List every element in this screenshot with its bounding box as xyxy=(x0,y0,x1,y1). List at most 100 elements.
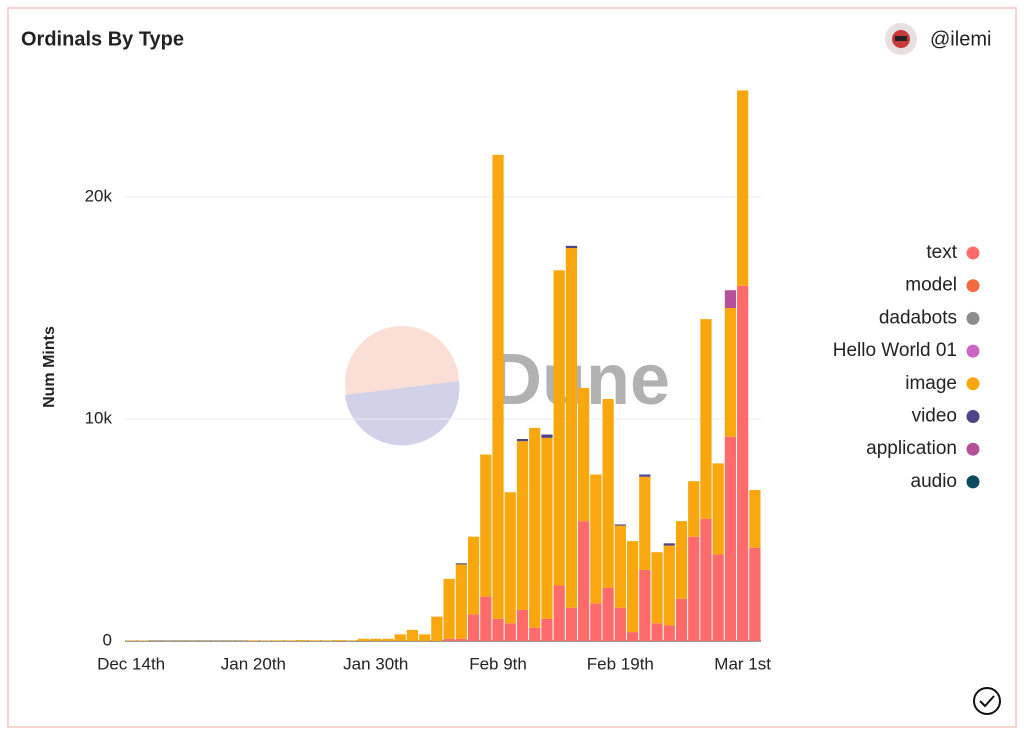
bar-segment xyxy=(370,638,382,641)
legend-label: Hello World 01 xyxy=(833,340,957,361)
bar-segment xyxy=(504,492,516,624)
bar-segment xyxy=(516,441,529,610)
author: @ilemi xyxy=(930,28,991,50)
bar-segment xyxy=(688,536,700,641)
bar-segment xyxy=(565,248,578,608)
bar-segment xyxy=(565,245,578,249)
bar-segment xyxy=(480,596,492,641)
bar-segment xyxy=(529,427,541,628)
legend-label: audio xyxy=(911,471,958,492)
avatar xyxy=(885,23,917,55)
y-axis-label: Num Mints xyxy=(41,326,58,408)
bar-segment xyxy=(443,578,455,639)
bar-segment xyxy=(565,607,578,641)
bar-segment xyxy=(749,547,761,641)
x-tick-label: Mar 1st xyxy=(714,654,771,673)
bar-segment xyxy=(737,285,749,641)
bar-segment xyxy=(357,638,370,641)
x-tick-label: Feb 9th xyxy=(469,654,527,673)
bar-segment xyxy=(553,585,565,641)
bar-segment xyxy=(553,270,565,586)
bar-segment xyxy=(296,640,308,641)
x-tick-label: Jan 20th xyxy=(221,654,286,673)
bar-segment xyxy=(578,387,590,522)
bar-segment xyxy=(724,436,737,641)
bar-segment xyxy=(639,474,651,477)
legend-swatch xyxy=(966,311,980,325)
bar-segment xyxy=(406,629,419,641)
bar-segment xyxy=(663,543,675,546)
legend-swatch xyxy=(966,279,980,293)
bar-segment xyxy=(541,618,553,641)
bar-segment xyxy=(443,638,455,641)
bar-segment xyxy=(419,634,431,641)
legend-swatch xyxy=(966,246,980,260)
bar-segment xyxy=(455,563,467,565)
bar-segment xyxy=(382,638,394,641)
bar-segment xyxy=(639,569,651,641)
bar-segment xyxy=(712,463,724,555)
bar-segment xyxy=(749,490,761,548)
bar-segment xyxy=(700,319,712,519)
legend-label: dadabots xyxy=(879,307,957,328)
bar-segment xyxy=(516,609,529,641)
bar-segment xyxy=(614,525,626,608)
bar-segment xyxy=(492,154,504,619)
bar-segment xyxy=(284,640,296,641)
x-tick-label: Jan 30th xyxy=(343,654,408,673)
bar-segment xyxy=(626,632,639,641)
bar-segment xyxy=(541,434,553,438)
bar-segment xyxy=(590,474,602,604)
bar-segment xyxy=(663,625,675,641)
x-tick-label: Feb 19th xyxy=(587,654,654,673)
bar-segment xyxy=(700,518,712,641)
bar-segment xyxy=(614,607,626,641)
bar-segment xyxy=(675,521,688,599)
check-icon[interactable] xyxy=(973,687,1001,715)
bar-segment xyxy=(504,623,516,641)
legend-label: image xyxy=(905,373,957,394)
bar-segment xyxy=(651,552,663,624)
legend-label: video xyxy=(912,406,957,427)
bar-segment xyxy=(688,481,700,537)
bar-segment xyxy=(455,564,467,639)
bar-segment xyxy=(602,587,614,641)
bar-segment xyxy=(724,308,737,437)
bar-segment xyxy=(602,399,614,588)
bar-segment xyxy=(614,524,626,526)
legend-swatch xyxy=(966,410,980,423)
bar-segment xyxy=(712,554,724,641)
legend-swatch xyxy=(966,442,980,456)
bar-segment xyxy=(541,437,553,619)
legend-swatch xyxy=(966,344,980,358)
bar-segment xyxy=(737,90,749,286)
bar-segment xyxy=(333,640,345,641)
legend-label: text xyxy=(926,242,957,263)
legend-label: application xyxy=(866,438,957,459)
legend-label: model xyxy=(905,275,957,296)
bar-segment xyxy=(651,623,663,641)
bar-segment xyxy=(590,603,602,641)
y-tick-label: 20k xyxy=(85,186,113,205)
bar-segment xyxy=(492,618,504,641)
bar-segment xyxy=(663,545,675,626)
bar-segment xyxy=(724,290,737,308)
bar-segment xyxy=(272,640,284,641)
bar-segment xyxy=(675,598,688,641)
legend-swatch xyxy=(966,475,980,489)
bar-segment xyxy=(431,616,443,641)
chart-title: Ordinals By Type xyxy=(21,28,184,50)
bar-segment xyxy=(529,627,541,641)
bar-segment xyxy=(516,438,529,442)
legend-swatch xyxy=(966,377,980,391)
bar-segment xyxy=(394,634,406,641)
y-tick-label: 10k xyxy=(85,408,113,427)
x-tick-label: Dec 14th xyxy=(97,654,165,673)
bar-segment xyxy=(467,536,480,615)
bar-segment xyxy=(455,638,467,641)
bar-segment xyxy=(480,454,492,597)
bar-segment xyxy=(578,521,590,641)
bar-segment xyxy=(308,640,321,641)
y-tick-label: 0 xyxy=(103,630,112,649)
bar-segment xyxy=(626,541,639,633)
